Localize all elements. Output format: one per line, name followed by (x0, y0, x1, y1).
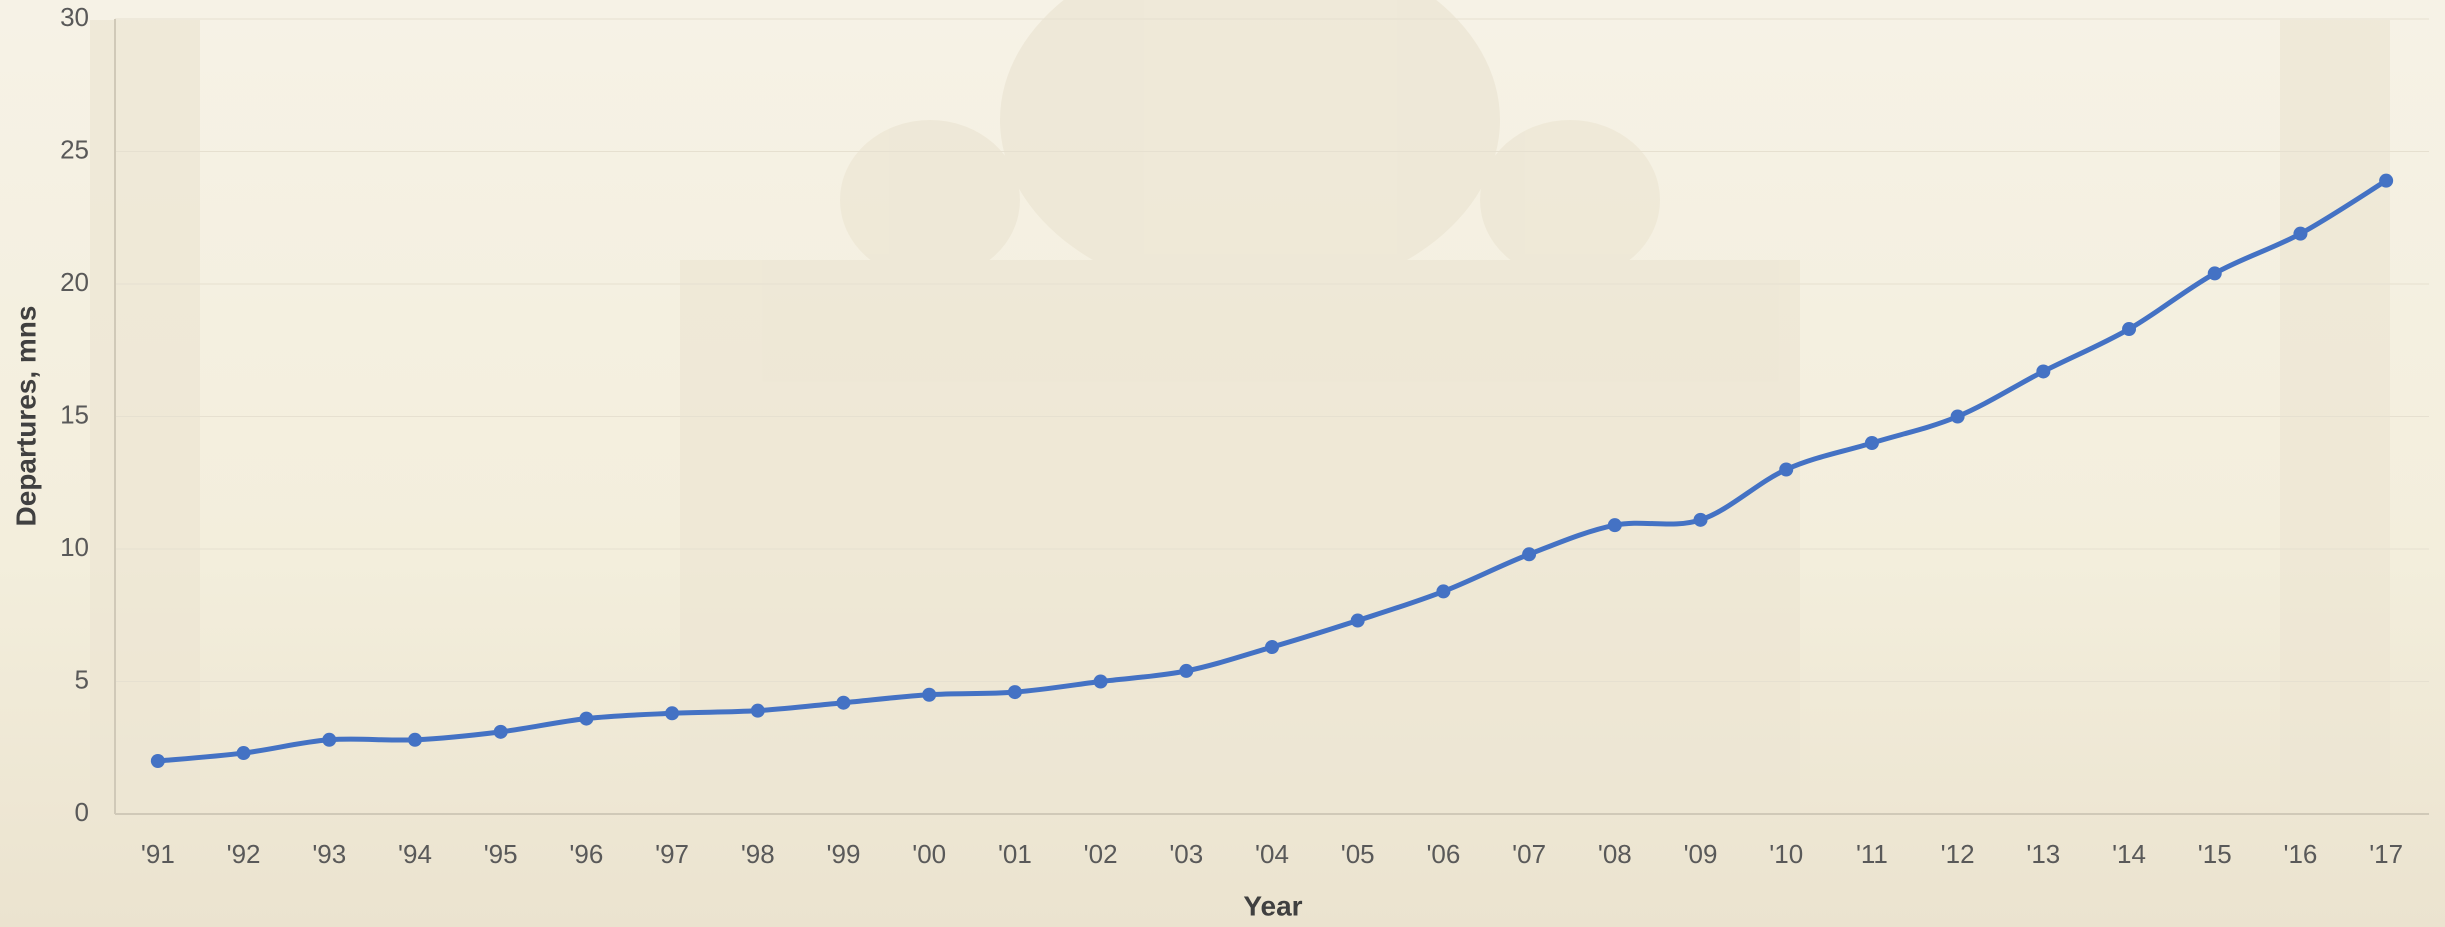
x-tick-label: '15 (2198, 839, 2232, 869)
y-tick-label: 25 (60, 134, 89, 164)
y-axis-title: Departures, mns (10, 306, 41, 527)
x-tick-label: '17 (2369, 839, 2403, 869)
x-tick-label: '08 (1598, 839, 1632, 869)
point (1179, 663, 1194, 678)
point (2036, 364, 2051, 379)
point (407, 732, 422, 747)
y-tick-label: 10 (60, 532, 89, 562)
x-axis-title: Year (1243, 890, 1302, 921)
point (1436, 584, 1451, 599)
x-tick-label: '02 (1084, 839, 1118, 869)
y-tick-label: 0 (75, 797, 89, 827)
x-tick-label: '13 (2026, 839, 2060, 869)
y-tick-label: 20 (60, 267, 89, 297)
point (2122, 322, 2137, 337)
y-tick-label: 30 (60, 2, 89, 32)
y-tick-label: 5 (75, 664, 89, 694)
point (1350, 613, 1365, 628)
x-tick-label: '99 (827, 839, 861, 869)
point (150, 754, 165, 768)
x-tick-label: '92 (227, 839, 261, 869)
x-tick-label: '93 (312, 839, 346, 869)
x-tick-label: '12 (1941, 839, 1975, 869)
y-tick-label: 15 (60, 399, 89, 429)
point (750, 703, 765, 718)
point (836, 695, 851, 710)
x-tick-label: '00 (912, 839, 946, 869)
point (1093, 674, 1108, 689)
point (493, 724, 508, 739)
x-tick-label: '01 (998, 839, 1032, 869)
x-tick-label: '14 (2112, 839, 2146, 869)
x-tick-label: '06 (1426, 839, 1460, 869)
x-tick-label: '10 (1769, 839, 1803, 869)
point (1522, 547, 1537, 562)
point (236, 746, 251, 761)
x-tick-label: '91 (141, 839, 175, 869)
x-tick-label: '16 (2283, 839, 2317, 869)
x-tick-label: '98 (741, 839, 775, 869)
x-tick-label: '05 (1341, 839, 1375, 869)
x-tick-label: '11 (1856, 839, 1888, 869)
point (665, 706, 680, 721)
x-tick-label: '04 (1255, 839, 1289, 869)
point (579, 711, 594, 726)
point (1950, 409, 1965, 424)
point (1265, 640, 1279, 655)
point (922, 687, 937, 702)
point (1693, 512, 1708, 527)
point (2207, 266, 2222, 281)
point (2379, 173, 2394, 188)
point (2293, 226, 2308, 241)
point (322, 732, 337, 747)
point (1607, 518, 1622, 533)
background-shapes (90, 0, 2390, 820)
point (1864, 436, 1879, 450)
point (1779, 462, 1794, 477)
x-tick-label: '94 (398, 839, 432, 869)
x-tick-label: '95 (484, 839, 518, 869)
x-tick-label: '07 (1512, 839, 1546, 869)
x-tick-label: '03 (1169, 839, 1203, 869)
x-tick-label: '97 (655, 839, 689, 869)
x-tick-label: '09 (1684, 839, 1718, 869)
x-tick-label: '96 (569, 839, 603, 869)
point (1007, 685, 1022, 700)
